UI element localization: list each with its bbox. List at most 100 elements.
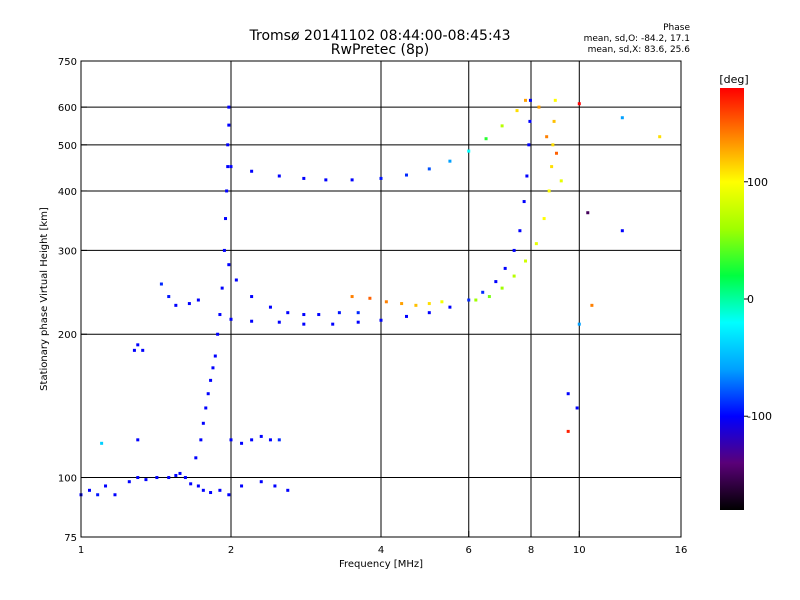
x-axis-ticks: 1 2 4 6 8 10 16 — [78, 531, 688, 556]
data-point — [201, 421, 205, 425]
data-point — [206, 392, 210, 396]
data-point — [384, 300, 388, 304]
x-tick-label: 8 — [528, 545, 534, 556]
colorbar — [720, 88, 744, 510]
data-point — [209, 491, 213, 495]
data-point — [620, 229, 624, 233]
data-point — [226, 165, 230, 169]
chart-title: Tromsø 20141102 08:44:00-08:45:43 — [249, 28, 511, 44]
data-point — [302, 176, 306, 180]
data-point — [218, 313, 222, 317]
data-point — [204, 406, 208, 410]
chart-subtitle: RwPretec (8p) — [331, 42, 429, 58]
colorbar-tick-label: 100 — [747, 176, 768, 189]
data-point — [500, 286, 504, 290]
data-point — [518, 229, 522, 233]
data-point — [268, 305, 272, 309]
data-point — [379, 318, 383, 322]
data-point — [524, 98, 528, 102]
data-point — [250, 295, 254, 299]
y-tick-label: 400 — [58, 187, 77, 198]
data-point — [302, 313, 306, 317]
data-point — [537, 105, 541, 109]
data-point — [379, 176, 383, 180]
y-tick-label: 75 — [64, 533, 77, 544]
data-point — [522, 200, 526, 204]
data-point — [427, 302, 431, 306]
data-point — [240, 441, 244, 445]
y-tick-label: 300 — [58, 246, 77, 257]
data-point — [227, 105, 231, 109]
data-point — [167, 295, 171, 299]
data-point — [542, 217, 546, 221]
data-point — [286, 488, 290, 492]
data-point — [590, 303, 594, 307]
x-tick-label: 1 — [78, 545, 84, 556]
data-point — [368, 296, 372, 300]
data-point — [440, 300, 444, 304]
data-point — [250, 438, 254, 442]
data-point — [144, 478, 148, 482]
data-point — [500, 124, 504, 128]
data-point — [427, 311, 431, 315]
data-point — [113, 493, 117, 497]
data-point — [551, 143, 555, 147]
data-point — [350, 295, 354, 299]
x-axis-label: Frequency [MHz] — [339, 559, 423, 570]
data-point — [174, 303, 178, 307]
data-point — [487, 295, 491, 299]
colorbar-ticks: 100 0 -100 — [744, 176, 772, 423]
data-point — [213, 354, 217, 358]
data-point — [414, 303, 418, 307]
data-point — [552, 119, 556, 123]
data-point — [512, 248, 516, 252]
data-point — [209, 378, 213, 382]
x-tick-label: 4 — [378, 545, 384, 556]
data-point — [550, 165, 554, 169]
data-point — [534, 242, 538, 246]
data-point — [586, 211, 590, 215]
data-point — [222, 248, 226, 252]
x-tick-label: 16 — [675, 545, 688, 556]
data-point — [404, 314, 408, 318]
data-point — [196, 298, 200, 302]
data-point — [227, 493, 231, 497]
data-point — [211, 366, 215, 370]
data-point — [512, 274, 516, 278]
x-tick-label: 2 — [228, 545, 234, 556]
data-point — [427, 167, 431, 171]
data-point — [250, 169, 254, 173]
data-point — [250, 319, 254, 323]
data-point — [155, 476, 159, 480]
data-point — [404, 173, 408, 177]
data-point — [554, 151, 558, 155]
data-point — [566, 429, 570, 433]
data-point — [448, 305, 452, 309]
data-point — [194, 456, 198, 460]
y-tick-label: 500 — [58, 141, 77, 152]
data-point — [104, 484, 108, 488]
data-point — [159, 282, 163, 286]
data-point — [100, 441, 104, 445]
data-point — [259, 434, 263, 438]
data-point — [136, 343, 140, 347]
data-point — [132, 348, 136, 352]
data-point — [566, 392, 570, 396]
data-point — [356, 311, 360, 315]
data-point — [201, 488, 205, 492]
data-point — [259, 480, 263, 484]
data-point — [528, 98, 532, 102]
data-point — [575, 406, 579, 410]
data-point — [400, 302, 404, 306]
data-point — [220, 286, 224, 290]
data-point — [286, 311, 290, 315]
data-point — [515, 109, 519, 113]
data-point — [87, 488, 91, 492]
data-point — [525, 174, 529, 178]
data-point — [559, 179, 563, 183]
data-point — [234, 278, 238, 282]
x-tick-label: 6 — [466, 545, 472, 556]
data-point — [227, 123, 231, 127]
data-point — [577, 322, 581, 326]
data-point — [183, 476, 187, 480]
